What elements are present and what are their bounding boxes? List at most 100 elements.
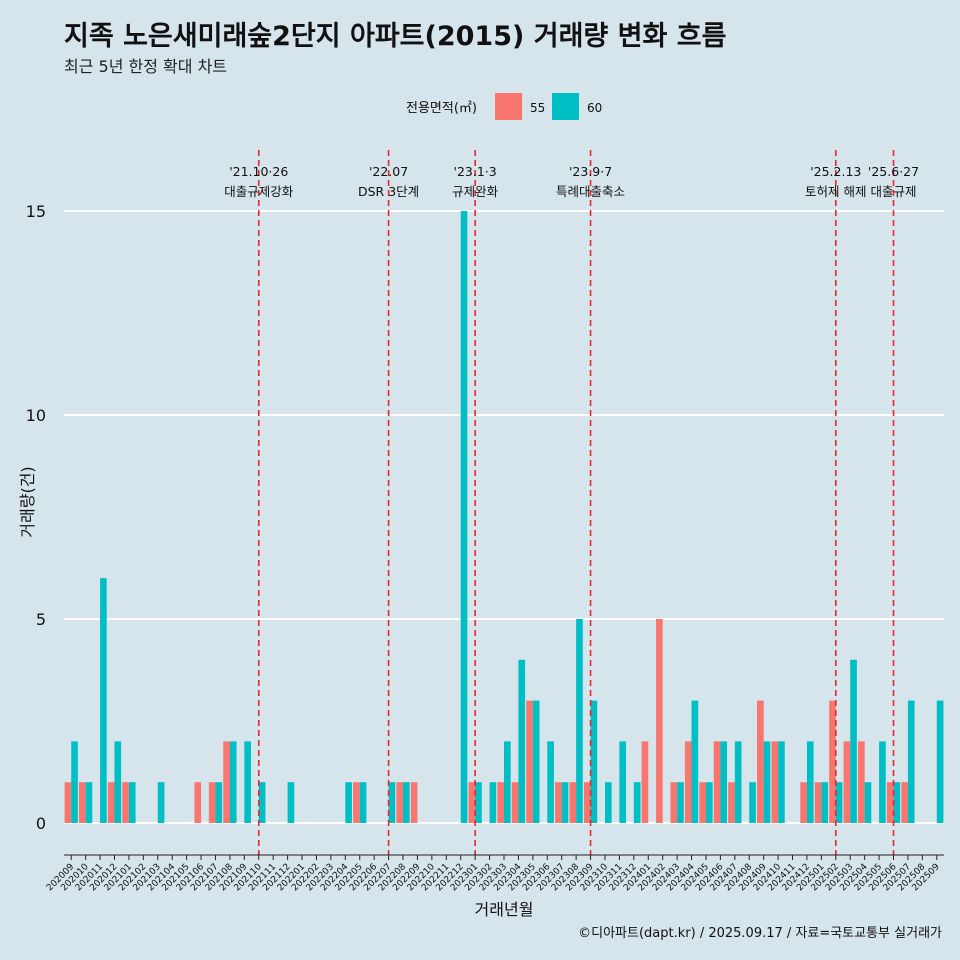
bar-60-202108 <box>229 741 237 823</box>
bar-55-202309 <box>583 782 591 823</box>
bar-55-202502 <box>829 700 836 823</box>
bar-55-202503 <box>843 741 851 823</box>
bar-55-202409 <box>757 700 764 823</box>
bar-60-202204 <box>345 782 352 823</box>
bar-60-202307 <box>561 782 569 823</box>
bar-55-202108 <box>223 741 230 823</box>
bar-60-202407 <box>734 741 742 823</box>
bar-60-202103 <box>157 782 165 823</box>
legend-label-55: 55 <box>530 101 545 115</box>
event-name-label: 대출규제강화 <box>224 184 294 199</box>
source-caption: ©디아파트(dapt.kr) / 2025.09.17 / 자료=국토교통부 실… <box>578 926 942 941</box>
bar-60-202212 <box>460 211 468 823</box>
bar-55-202406 <box>713 741 721 823</box>
bar-60-202109 <box>244 741 251 823</box>
chart-subtitle: 최근 5년 한정 확대 차트 <box>64 57 228 76</box>
event-name-label: 토허제 해제 <box>805 184 866 199</box>
event-date-label: '23.9·7 <box>569 164 612 179</box>
event-name-label: 대출규제 <box>871 184 917 199</box>
bar-55-202412 <box>800 782 807 823</box>
event-date-label: '23.1·3 <box>454 164 497 179</box>
event-name-label: 특례대출축소 <box>556 184 625 199</box>
bar-60-202505 <box>879 741 886 823</box>
bar-55-202403 <box>670 782 678 823</box>
legend-swatch-60 <box>552 93 579 120</box>
bar-55-202405 <box>699 782 706 823</box>
bar-60-202309 <box>590 700 598 823</box>
y-tick-label: 10 <box>26 406 46 425</box>
bar-60-202207 <box>388 782 396 823</box>
event-name-label: 규제완화 <box>452 184 499 199</box>
bar-55-202307 <box>555 782 562 823</box>
bar-60-202208 <box>403 782 410 823</box>
bar-60-202107 <box>215 782 223 823</box>
grid-lines <box>64 210 944 824</box>
bar-55-202501 <box>814 782 822 823</box>
bar-60-202509 <box>936 700 944 823</box>
bar-60-202304 <box>518 659 526 823</box>
chart-title: 지족 노은새미래숲2단지 아파트(2015) 거래량 변화 흐름 <box>64 21 727 52</box>
event-date-label: '25.2.13 <box>810 164 861 179</box>
bar-60-202504 <box>864 782 872 823</box>
bar-60-202410 <box>778 741 785 823</box>
bar-55-202010 <box>79 782 86 823</box>
bar-60-202306 <box>547 741 554 823</box>
bar-60-202010 <box>85 782 93 823</box>
bar-60-202012 <box>114 741 122 823</box>
bar-60-202404 <box>691 700 699 823</box>
event-date-label: '25.6·27 <box>868 164 919 179</box>
bar-60-202506 <box>893 782 901 823</box>
bar-55-202209 <box>410 782 418 823</box>
bar-60-202308 <box>576 619 583 823</box>
bar-55-202012 <box>107 782 115 823</box>
bar-60-202507 <box>907 700 915 823</box>
bar-55-202009 <box>64 782 72 823</box>
bar-55-202101 <box>122 782 129 823</box>
bar-60-202502 <box>835 782 843 823</box>
bar-60-202011 <box>100 578 107 823</box>
bar-60-202312 <box>633 782 641 823</box>
legend-swatch-55 <box>495 93 522 120</box>
legend-label-60: 60 <box>587 101 602 115</box>
bar-60-202403 <box>677 782 684 823</box>
bar-55-202404 <box>684 741 692 823</box>
bar-55-202507 <box>901 782 908 823</box>
y-axis-title: 거래량(건) <box>18 466 37 537</box>
bar-60-202112 <box>287 782 295 823</box>
bar-60-202310 <box>604 782 612 823</box>
annotations: '21.10·26 대출규제강화 '22.07 DSR 3단계 '23.1·3 규제완화 '… <box>224 150 919 855</box>
bar-55-202305 <box>526 700 533 823</box>
bar-60-202501 <box>821 782 829 823</box>
bar-60-202101 <box>128 782 136 823</box>
y-tick-label: 5 <box>36 610 46 629</box>
bar-60-202301 <box>475 782 482 823</box>
bar-60-202303 <box>504 741 511 823</box>
bar-55-202401 <box>641 741 649 823</box>
bar-55-202402 <box>656 619 663 823</box>
bar-55-202308 <box>569 782 577 823</box>
bar-55-202106 <box>194 782 202 823</box>
bar-60-202009 <box>71 741 78 823</box>
bar-60-202412 <box>806 741 814 823</box>
y-tick-label: 15 <box>26 202 46 221</box>
bar-55-202303 <box>497 782 504 823</box>
bar-60-202406 <box>720 741 728 823</box>
bar-60-202408 <box>749 782 756 823</box>
bar-60-202405 <box>705 782 713 823</box>
event-date-label: '22.07 <box>369 164 408 179</box>
bar-55-202107 <box>208 782 216 823</box>
bar-60-202305 <box>532 700 540 823</box>
event-name-label: DSR 3단계 <box>358 184 419 199</box>
legend-title: 전용면적(㎡) <box>406 101 477 116</box>
bar-60-202110 <box>258 782 266 823</box>
bar-55-202504 <box>858 741 865 823</box>
bars <box>64 211 944 823</box>
event-date-label: '21.10·26 <box>229 164 288 179</box>
bar-55-202304 <box>511 782 519 823</box>
bar-55-202208 <box>396 782 404 823</box>
bar-55-202410 <box>771 741 779 823</box>
bar-55-202301 <box>468 782 476 823</box>
bar-55-202506 <box>886 782 894 823</box>
legend: 전용면적(㎡) 55 60 <box>406 93 602 120</box>
